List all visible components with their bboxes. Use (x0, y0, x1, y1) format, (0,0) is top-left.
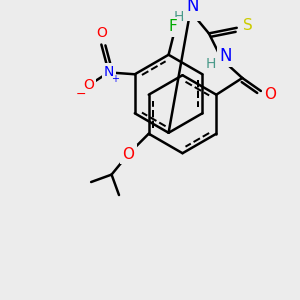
Text: N: N (103, 65, 114, 80)
Text: F: F (169, 20, 178, 34)
Text: −: − (76, 88, 86, 101)
Text: O: O (264, 87, 276, 102)
Text: O: O (83, 78, 94, 92)
Text: S: S (243, 19, 253, 34)
Text: H: H (174, 10, 184, 24)
Text: O: O (122, 147, 134, 162)
Text: +: + (111, 74, 119, 84)
Text: N: N (186, 0, 198, 16)
Text: H: H (206, 57, 216, 71)
Text: O: O (96, 26, 107, 40)
Text: N: N (219, 47, 232, 65)
